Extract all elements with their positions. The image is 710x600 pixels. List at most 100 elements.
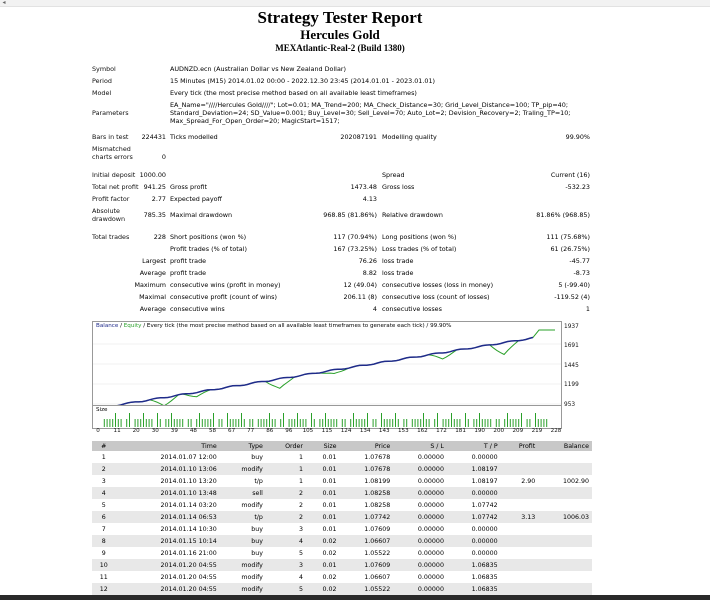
size-bar bbox=[260, 419, 262, 427]
size-bar bbox=[140, 419, 142, 427]
largest-loss-label: loss trade bbox=[382, 257, 414, 265]
table-cell bbox=[538, 463, 592, 475]
maximal-drawdown-label: Maximal drawdown bbox=[170, 211, 233, 219]
table-cell bbox=[538, 559, 592, 571]
absolute-drawdown-label-2: drawdown bbox=[92, 215, 126, 223]
size-bar bbox=[406, 419, 408, 427]
size-bar bbox=[546, 419, 548, 427]
maximal-drawdown-value: 968.85 (81.86%) bbox=[323, 211, 377, 219]
table-cell bbox=[538, 571, 592, 583]
size-bar bbox=[535, 413, 536, 427]
size-bar bbox=[395, 413, 396, 427]
table-cell: 1002.90 bbox=[562, 477, 589, 485]
table-cell: 1.07742 bbox=[339, 511, 394, 523]
table-cell: 9 bbox=[101, 549, 106, 557]
table-cell: 2 bbox=[265, 487, 306, 499]
size-bar bbox=[507, 413, 508, 427]
balance-line bbox=[98, 336, 534, 409]
table-cell: 1.07742 bbox=[471, 501, 498, 509]
size-bar bbox=[498, 419, 500, 427]
table-cell: 0.00000 bbox=[417, 501, 444, 509]
size-bar bbox=[451, 413, 452, 427]
col-size: Size bbox=[305, 441, 340, 451]
table-row: 4 2014.01.10 13:48 sell 2 0.01 1.08258 0.00000… bbox=[92, 487, 592, 499]
table-cell: 10 bbox=[92, 559, 116, 571]
maximal-consecutive-profit-label: consecutive profit (count of wins) bbox=[170, 293, 277, 301]
balance-equity-plot bbox=[93, 329, 561, 409]
size-bar bbox=[403, 419, 405, 427]
size-bar bbox=[159, 419, 161, 427]
spread-label: Spread bbox=[382, 171, 405, 179]
size-bar bbox=[358, 419, 360, 427]
x-tick: 181 bbox=[455, 428, 466, 434]
profit-trades-value: 167 (73.25%) bbox=[333, 245, 377, 253]
model-value: Every tick (the most precise method base… bbox=[170, 89, 417, 97]
size-bar bbox=[187, 419, 189, 427]
size-bar bbox=[526, 419, 528, 427]
size-bar bbox=[179, 419, 181, 427]
table-cell bbox=[501, 523, 539, 535]
absolute-drawdown-label-1: Absolute bbox=[92, 207, 120, 215]
size-bar bbox=[481, 419, 483, 427]
table-cell: modify bbox=[241, 573, 263, 581]
scroll-left-icon[interactable]: ◂ bbox=[2, 0, 6, 6]
x-tick: 39 bbox=[170, 428, 178, 434]
table-cell: 2014.01.10 13:06 bbox=[115, 463, 220, 475]
table-cell: 0.01 bbox=[322, 501, 337, 509]
size-bar bbox=[294, 419, 296, 427]
average-profit-value: 8.82 bbox=[362, 269, 377, 277]
x-tick: 30 bbox=[151, 428, 159, 434]
size-bar bbox=[182, 419, 184, 427]
table-cell: 2014.01.20 04:55 bbox=[115, 583, 220, 595]
table-cell bbox=[538, 535, 592, 547]
size-bar bbox=[221, 419, 223, 427]
gross-loss-value: -532.23 bbox=[565, 183, 590, 191]
size-bar bbox=[420, 419, 422, 427]
absolute-drawdown-value: 785.35 bbox=[143, 211, 166, 219]
table-cell: 0.01 bbox=[305, 463, 340, 475]
average-consecutive-wins-label: consecutive wins bbox=[170, 305, 225, 313]
size-bar bbox=[103, 419, 105, 427]
size-bar bbox=[106, 419, 108, 427]
average-label: Average bbox=[139, 269, 166, 277]
table-row: 8 2014.01.15 10:14 buy 4 0.02 1.06607 0.00000 0… bbox=[92, 535, 592, 547]
x-tick: 48 bbox=[189, 428, 197, 434]
max-consecutive-losses-value: 5 (-99.40) bbox=[558, 281, 590, 289]
table-cell: 0.00000 bbox=[393, 511, 447, 523]
bottom-scrollbar[interactable] bbox=[0, 595, 710, 600]
size-bar bbox=[157, 413, 158, 427]
table-cell: 11 bbox=[99, 573, 108, 581]
x-tick: 67 bbox=[228, 428, 236, 434]
size-bar bbox=[453, 419, 455, 427]
profit-factor-label: Profit factor bbox=[92, 195, 130, 203]
size-bar bbox=[213, 413, 214, 427]
table-cell: modify bbox=[219, 463, 266, 475]
largest-label: Largest bbox=[142, 257, 166, 265]
size-bar bbox=[201, 419, 203, 427]
table-cell: 1006.03 bbox=[538, 511, 592, 523]
size-panel: Size bbox=[92, 405, 562, 429]
size-bar bbox=[204, 419, 206, 427]
size-bar bbox=[280, 419, 282, 427]
net-profit-value: 941.25 bbox=[143, 183, 166, 191]
table-cell bbox=[501, 451, 539, 463]
average-consecutive-losses-value: 1 bbox=[585, 305, 590, 313]
table-cell: 1.06835 bbox=[446, 559, 501, 571]
size-bar bbox=[319, 419, 321, 427]
size-bar bbox=[115, 413, 116, 427]
col-type: Type bbox=[219, 441, 266, 451]
size-bar bbox=[476, 419, 478, 427]
gross-loss-label: Gross loss bbox=[382, 183, 415, 191]
average-consecutive-wins-value: 4 bbox=[372, 305, 377, 313]
y-tick: 953 bbox=[564, 402, 576, 408]
table-cell: 1.07742 bbox=[446, 511, 501, 523]
top-scrollbar[interactable]: ◂ bbox=[0, 0, 710, 7]
total-trades-value: 228 bbox=[153, 233, 166, 241]
y-tick: 1199 bbox=[564, 382, 579, 388]
size-bar bbox=[109, 419, 111, 427]
gross-profit-value: 1473.48 bbox=[350, 183, 377, 191]
equity-line bbox=[98, 329, 555, 409]
col-sl: S / L bbox=[393, 441, 447, 451]
x-tick: 190 bbox=[474, 428, 485, 434]
table-cell: 1.08197 bbox=[471, 477, 498, 485]
